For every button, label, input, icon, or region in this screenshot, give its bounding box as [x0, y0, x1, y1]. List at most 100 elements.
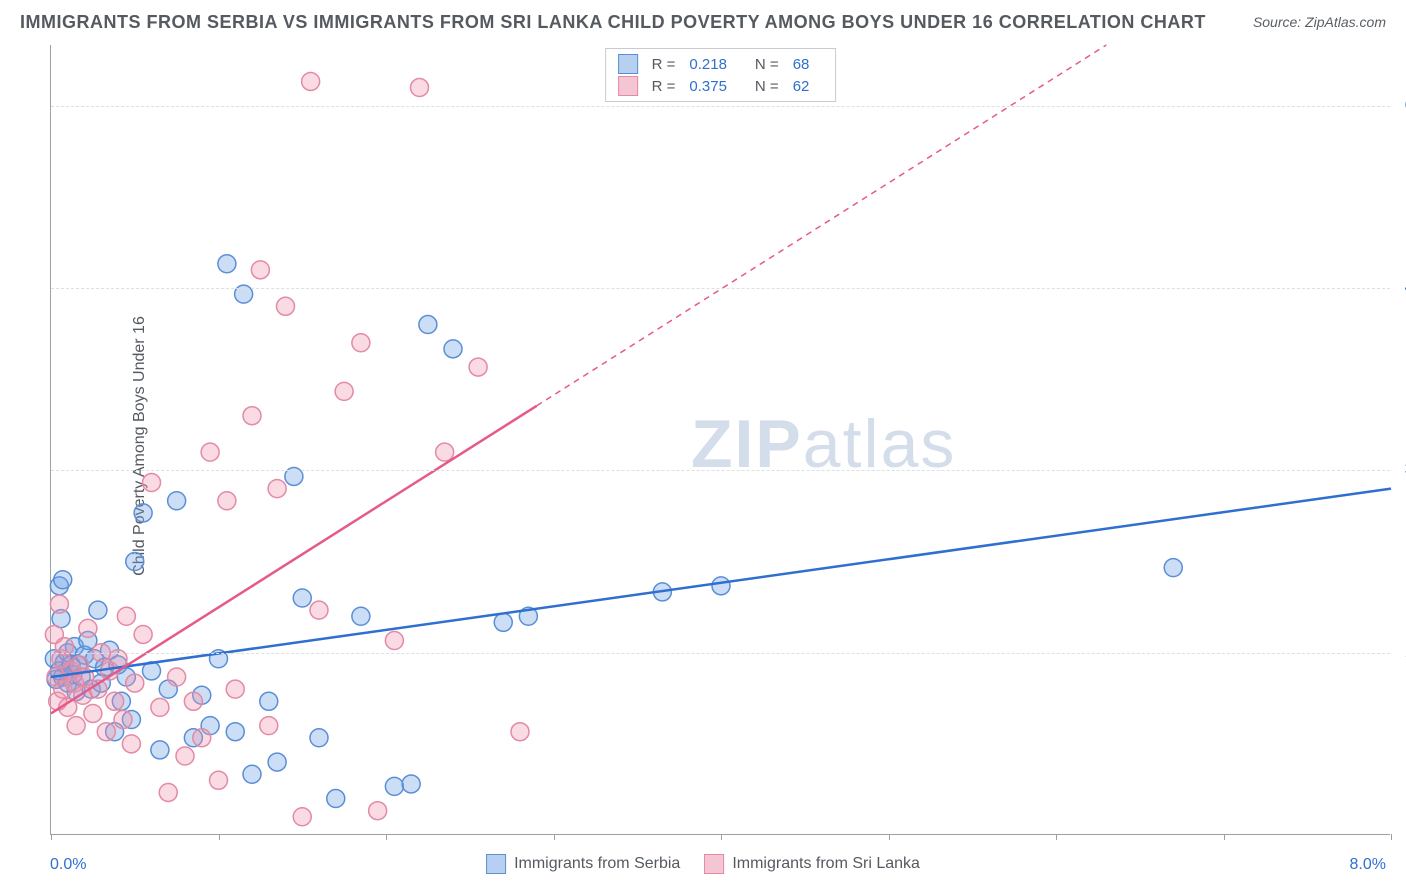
legend-r-value: 0.218 [689, 56, 727, 73]
scatter-plot-svg [51, 45, 1390, 834]
data-point [310, 601, 328, 619]
data-point [494, 613, 512, 631]
legend-r-label: R = [652, 78, 676, 95]
data-point [159, 783, 177, 801]
data-point [134, 625, 152, 643]
data-point [251, 261, 269, 279]
data-point [67, 717, 85, 735]
legend-n-label: N = [755, 56, 779, 73]
data-point [201, 443, 219, 461]
source-attribution: Source: ZipAtlas.com [1253, 14, 1386, 30]
series-legend: Immigrants from Serbia Immigrants from Sr… [486, 854, 920, 874]
data-point [712, 577, 730, 595]
legend-n-label: N = [755, 78, 779, 95]
data-point [84, 704, 102, 722]
chart-title: IMMIGRANTS FROM SERBIA VS IMMIGRANTS FRO… [20, 12, 1206, 33]
data-point [293, 589, 311, 607]
legend-n-value: 68 [793, 56, 810, 73]
data-point [352, 607, 370, 625]
gridline [51, 106, 1390, 107]
data-point [97, 723, 115, 741]
data-point [402, 775, 420, 793]
data-point [436, 443, 454, 461]
data-point [193, 729, 211, 747]
x-tick [219, 834, 220, 840]
legend-swatch-icon [704, 854, 724, 874]
data-point [176, 747, 194, 765]
data-point [218, 255, 236, 273]
trend-line [51, 489, 1391, 677]
data-point [184, 692, 202, 710]
data-point [260, 692, 278, 710]
data-point [352, 334, 370, 352]
legend-item: Immigrants from Serbia [486, 854, 680, 874]
legend-swatch-icon [618, 76, 638, 96]
legend-swatch-icon [618, 54, 638, 74]
data-point [411, 79, 429, 97]
legend-row: R = 0.375 N = 62 [618, 75, 824, 97]
data-point [218, 492, 236, 510]
gridline [51, 653, 1390, 654]
x-tick [386, 834, 387, 840]
data-point [469, 358, 487, 376]
data-point [117, 607, 135, 625]
correlation-legend: R = 0.218 N = 68 R = 0.375 N = 62 [605, 48, 837, 102]
x-axis-min-label: 0.0% [50, 856, 86, 874]
data-point [310, 729, 328, 747]
data-point [89, 601, 107, 619]
data-point [151, 698, 169, 716]
data-point [277, 297, 295, 315]
data-point [369, 802, 387, 820]
x-tick [1224, 834, 1225, 840]
legend-r-label: R = [652, 56, 676, 73]
data-point [444, 340, 462, 358]
legend-series-name: Immigrants from Sri Lanka [732, 855, 920, 873]
x-tick [554, 834, 555, 840]
gridline [51, 470, 1390, 471]
legend-n-value: 62 [793, 78, 810, 95]
data-point [268, 753, 286, 771]
data-point [385, 632, 403, 650]
gridline [51, 288, 1390, 289]
x-tick [889, 834, 890, 840]
data-point [419, 316, 437, 334]
chart-plot-area: R =0.218N =68R =0.375N =62 ZIPatlas 15.0… [50, 45, 1390, 835]
data-point [122, 735, 140, 753]
data-point [54, 571, 72, 589]
trend-line [51, 406, 537, 714]
data-point [335, 382, 353, 400]
x-tick [721, 834, 722, 840]
legend-r-value: 0.375 [689, 78, 727, 95]
legend-row: R = 0.218 N = 68 [618, 53, 824, 75]
data-point [327, 790, 345, 808]
data-point [210, 771, 228, 789]
data-point [168, 492, 186, 510]
legend-swatch-icon [486, 854, 506, 874]
data-point [106, 692, 124, 710]
data-point [126, 674, 144, 692]
data-point [79, 619, 97, 637]
data-point [168, 668, 186, 686]
legend-item: Immigrants from Sri Lanka [704, 854, 920, 874]
data-point [260, 717, 278, 735]
data-point [1164, 559, 1182, 577]
data-point [268, 480, 286, 498]
legend-series-name: Immigrants from Serbia [514, 855, 680, 873]
x-tick [51, 834, 52, 840]
data-point [151, 741, 169, 759]
data-point [243, 765, 261, 783]
data-point [226, 680, 244, 698]
data-point [302, 72, 320, 90]
data-point [511, 723, 529, 741]
data-point [50, 595, 68, 613]
x-tick [1056, 834, 1057, 840]
data-point [226, 723, 244, 741]
data-point [134, 504, 152, 522]
data-point [243, 407, 261, 425]
x-axis-max-label: 8.0% [1350, 856, 1386, 874]
data-point [385, 777, 403, 795]
data-point [293, 808, 311, 826]
data-point [114, 711, 132, 729]
data-point [143, 474, 161, 492]
data-point [126, 553, 144, 571]
